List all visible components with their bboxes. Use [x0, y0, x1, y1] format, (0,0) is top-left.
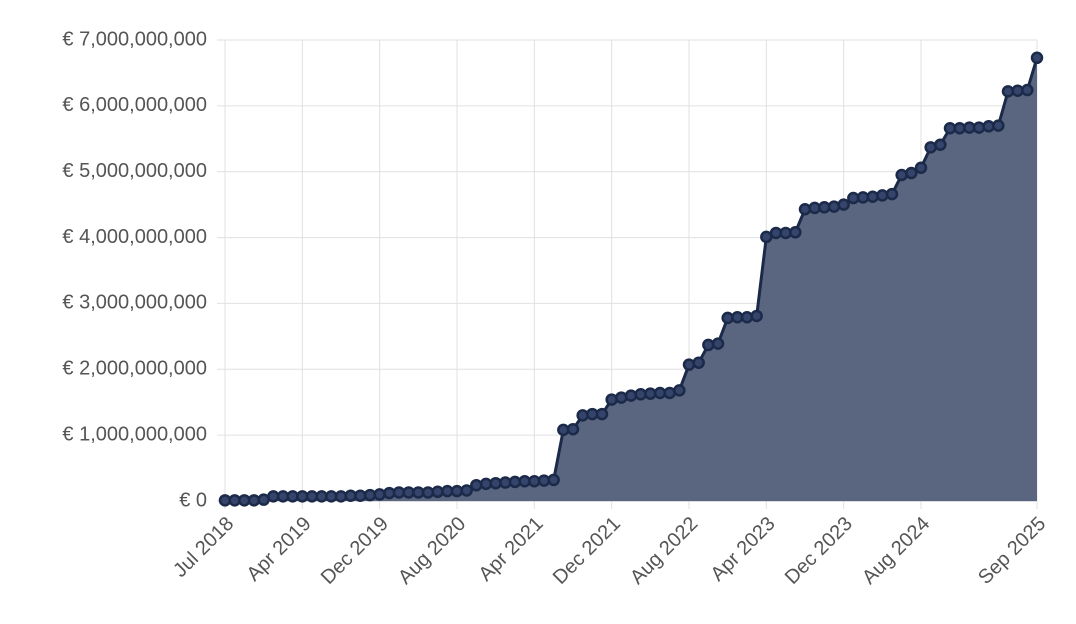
point — [624, 389, 638, 402]
point — [460, 484, 473, 497]
y-tick-label: € 0 — [179, 489, 207, 511]
x-tick-label: Jul 2018 — [169, 513, 238, 582]
point — [914, 161, 928, 175]
x-tick-label: Aug 2020 — [394, 513, 470, 589]
point — [866, 190, 879, 203]
point — [702, 338, 715, 352]
point — [682, 358, 696, 371]
y-tick-label: € 1,000,000,000 — [62, 423, 207, 445]
y-tick-label: € 5,000,000,000 — [62, 160, 207, 182]
x-tick-label: Apr 2019 — [243, 513, 316, 586]
x-tick-label: Dec 2021 — [549, 513, 625, 589]
area — [225, 57, 1037, 501]
point — [605, 393, 618, 406]
point — [576, 409, 589, 422]
point — [905, 166, 918, 180]
point — [692, 356, 705, 369]
point — [373, 488, 386, 501]
point — [885, 187, 899, 201]
point — [895, 168, 908, 182]
point — [750, 309, 763, 323]
point — [789, 226, 802, 239]
point — [992, 119, 1005, 132]
point — [1021, 83, 1034, 97]
x-tick-label: Dec 2019 — [317, 513, 393, 589]
point — [547, 473, 560, 487]
point — [595, 407, 609, 421]
point — [711, 337, 725, 350]
point — [827, 200, 841, 213]
point — [876, 189, 889, 202]
x-tick-label: Dec 2023 — [781, 513, 857, 589]
x-tick-label: Apr 2021 — [475, 513, 548, 586]
point — [740, 311, 754, 324]
point — [837, 198, 850, 211]
point — [1030, 51, 1044, 65]
point — [673, 384, 686, 397]
point — [972, 121, 986, 134]
point — [566, 422, 580, 436]
y-tick-label: € 3,000,000,000 — [62, 292, 207, 314]
y-tick-label: € 4,000,000,000 — [62, 226, 207, 248]
x-tick-label: Aug 2022 — [626, 513, 702, 589]
y-tick-label: € 2,000,000,000 — [62, 358, 207, 380]
point — [798, 203, 812, 216]
point — [934, 138, 947, 151]
x-tick-label: Apr 2023 — [707, 513, 780, 586]
y-tick-label: € 7,000,000,000 — [62, 28, 207, 50]
point — [470, 478, 483, 492]
x-tick-label: Sep 2025 — [974, 513, 1050, 589]
point — [615, 391, 628, 404]
x-tick-label: Aug 2024 — [858, 513, 934, 589]
y-tick-label: € 6,000,000,000 — [62, 94, 207, 116]
